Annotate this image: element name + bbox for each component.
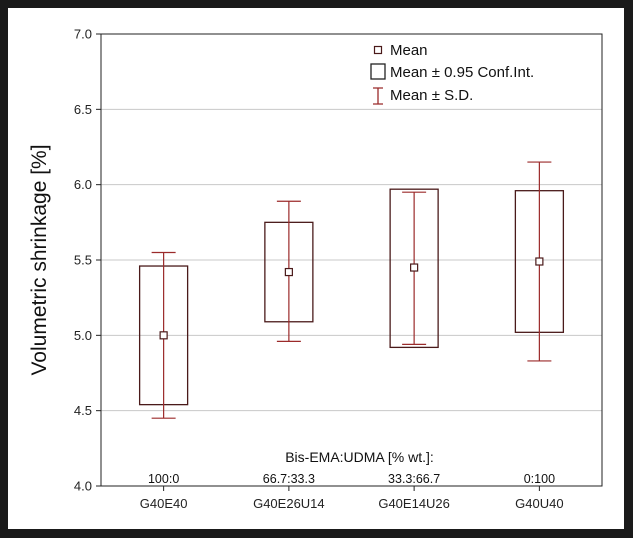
y-tick-label: 4.0	[74, 479, 92, 494]
y-tick-label: 6.5	[74, 102, 92, 117]
means	[159, 257, 544, 340]
y-tick-label: 4.5	[74, 403, 92, 418]
ci-box	[389, 188, 439, 349]
x-tick-label: G40E14U26	[378, 496, 450, 511]
x-tick-label: G40U40	[515, 496, 563, 511]
legend-sd-label: Mean ± S.D.	[390, 87, 473, 104]
plot-area-border	[100, 33, 603, 487]
x-tick-label: G40E26U14	[253, 496, 325, 511]
y-ticks: 4.0 4.5 5.0 5.5 6.0 6.5 7.0	[74, 27, 101, 494]
x-ticks: G40E40 G40E26U14 G40E14U26 G40U40	[140, 486, 564, 511]
ratio-label: 33.3:66.7	[388, 472, 440, 486]
y-tick-label: 7.0	[74, 27, 92, 42]
mean-marker	[535, 257, 544, 266]
y-tick-label: 5.5	[74, 253, 92, 268]
ratio-labels: 100:0 66.7:33.3 33.3:66.7 0:100	[148, 472, 555, 486]
legend-sd-symbol	[373, 87, 383, 105]
mean-marker	[284, 267, 293, 277]
y-axis-label: Volumetric shrinkage [%]	[28, 144, 51, 375]
chart-svg: 4.04.55.05.56.06.57.0 G40E40 G40E26U14 G40…	[28, 27, 603, 511]
chart-frame: 4.0 4.5 5.0 5.5 6.0 6.5 7.0 G40E40 G40E26U14 G40…	[8, 8, 624, 529]
ratio-annotation-title: Bis-EMA:UDMA [% wt.]:	[285, 449, 434, 465]
boxes	[138, 188, 565, 406]
mean-marker	[159, 331, 168, 340]
legend-ci-symbol	[370, 63, 386, 80]
ratio-label: 0:100	[524, 472, 555, 486]
mean-marker	[410, 263, 419, 272]
legend-mean-label: Mean	[390, 42, 428, 59]
ratio-label: 100:0	[148, 472, 179, 486]
legend-ci-label: Mean ± 0.95 Conf.Int.	[390, 64, 534, 81]
legend-mean-symbol	[373, 45, 383, 55]
legend: Mean Mean ± 0.95 Conf.Int. Mean ± S.D.	[370, 42, 534, 105]
y-tick-label: 5.0	[74, 328, 92, 343]
x-tick-label: G40E40	[140, 496, 188, 511]
whiskers	[151, 161, 552, 419]
ratio-label: 66.7:33.3	[263, 472, 315, 486]
grid-lines	[101, 108, 602, 412]
y-tick-label: 6.0	[74, 177, 92, 192]
